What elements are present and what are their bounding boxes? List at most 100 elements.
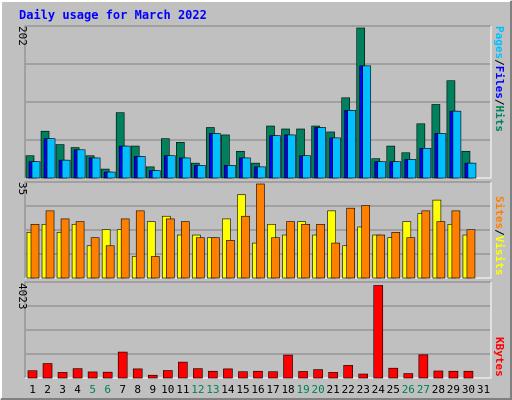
sites-bar [376, 234, 386, 279]
day-label: 26 [402, 383, 415, 396]
bar-layer [25, 27, 477, 379]
kbytes-bar [418, 354, 429, 379]
kbytes-bar [208, 370, 218, 379]
pages-bar [136, 156, 146, 179]
day-label: 29 [447, 383, 460, 396]
day-label: 4 [74, 383, 81, 396]
kbytes-bar [178, 361, 188, 379]
panel-2-border-dark [24, 181, 491, 278]
pages-bar [467, 162, 477, 179]
pages-bar [166, 155, 176, 179]
pages-bar [91, 157, 101, 179]
panel3-ymax-label: 4023 [16, 283, 29, 310]
sites-bar [90, 237, 100, 279]
day-label: 10 [161, 383, 174, 396]
day-label: 1 [29, 383, 36, 396]
sites-bar [45, 210, 55, 279]
sites-bar [105, 245, 115, 279]
day-label: 12 [191, 383, 204, 396]
sites-bar [316, 223, 325, 279]
day-labels: 1 2 3 4 5 6 7 8 9 10 11 12 13 14 15 16 17 18 19 20 21 22 23 24 2… [29, 383, 490, 396]
day-label: 30 [462, 383, 475, 396]
pages-bar [332, 137, 341, 179]
pages-bar [76, 149, 86, 179]
sites-bar [301, 223, 310, 279]
kbytes-bar [87, 371, 98, 379]
kbytes-bar [238, 371, 248, 379]
panel2-side-label: Sites/Visits [493, 196, 506, 276]
pages-bar [422, 147, 432, 179]
hits-legend: Hits [493, 106, 506, 133]
pages-bar [31, 161, 41, 179]
day-label: 13 [206, 383, 219, 396]
day-label: 5 [89, 383, 96, 396]
kbytes-bar [268, 371, 278, 379]
sites-bar [120, 218, 130, 279]
day-label: 15 [236, 383, 249, 396]
pages-bar [362, 65, 372, 179]
sites-bar [466, 229, 476, 279]
kbytes-bar [328, 372, 338, 379]
day-label: 19 [296, 383, 309, 396]
day-label: 11 [176, 383, 189, 396]
day-label: 18 [281, 383, 294, 396]
pages-bar [287, 134, 296, 179]
kbytes-bar [162, 370, 173, 379]
kbytes-bar [358, 373, 369, 379]
sites-bar [331, 242, 340, 279]
pages-bar [197, 165, 206, 179]
pages-legend: Pages [493, 26, 506, 59]
day-label: 23 [357, 383, 370, 396]
day-label: 17 [266, 383, 279, 396]
pages-bar [151, 170, 161, 179]
kbytes-bar [463, 370, 474, 379]
kbytes-bar [117, 351, 128, 379]
sites-bar [135, 210, 145, 279]
kbytes-bar [283, 354, 293, 379]
sites-bar [165, 218, 175, 279]
sites-bar [256, 183, 265, 279]
kbytes-bar [253, 370, 263, 379]
sites-bar [75, 221, 85, 279]
day-label: 6 [104, 383, 111, 396]
visits-legend: Visits [493, 236, 506, 276]
sites-bar [60, 218, 70, 279]
sites-bar [150, 256, 160, 279]
pages-bar [61, 159, 71, 179]
sites-bar [196, 237, 205, 279]
sites-bar [181, 221, 190, 279]
kbytes-bar [27, 370, 38, 379]
day-label: 24 [372, 383, 386, 396]
chart-title: Daily usage for March 2022 [19, 8, 207, 22]
pages-bar [317, 127, 326, 179]
panel1-side-label: Pages/Files/Hits [493, 26, 506, 132]
kbytes-bar [433, 370, 444, 379]
kbytes-bar [132, 368, 143, 379]
kbytes-bar [298, 371, 308, 379]
sites-bar [30, 223, 40, 279]
files-legend: Files [493, 66, 506, 99]
kbytes-bar [388, 367, 399, 379]
kbytes-bar [403, 373, 414, 379]
panel-1-border-dark [24, 25, 491, 178]
day-label: 20 [312, 383, 325, 396]
day-label: 22 [342, 383, 355, 396]
pages-bar [212, 133, 221, 179]
sites-bar [211, 237, 220, 279]
day-label: 27 [417, 383, 430, 396]
sites-bar [391, 232, 401, 279]
panel-3-border-dark [24, 281, 491, 378]
panel3-side-label: KBytes [493, 337, 506, 377]
pages-bar [257, 166, 266, 179]
kbytes-legend: KBytes [493, 337, 506, 377]
kbytes-bar [373, 285, 384, 379]
legend-separator: / [493, 229, 506, 236]
sites-bar [361, 205, 371, 279]
day-label: 31 [477, 383, 490, 396]
day-label: 16 [251, 383, 264, 396]
day-label: 9 [149, 383, 156, 396]
sites-bar [346, 207, 355, 279]
legend-separator: / [493, 59, 506, 66]
